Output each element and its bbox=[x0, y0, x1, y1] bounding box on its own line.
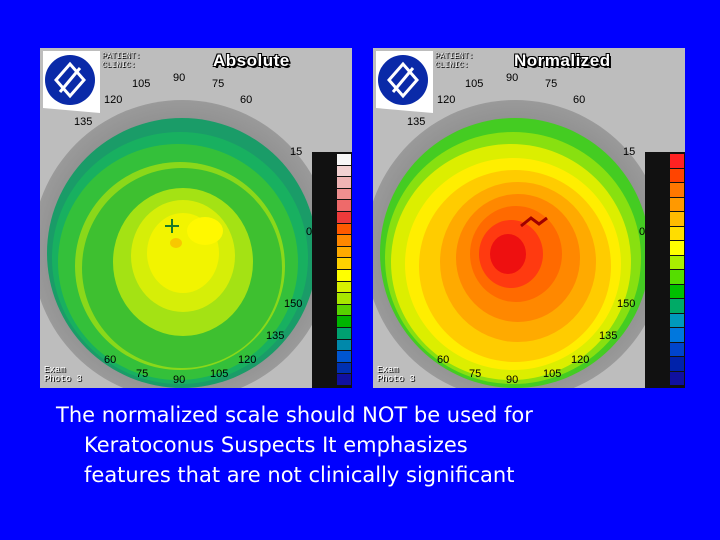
scale-swatch bbox=[337, 304, 351, 316]
scale-swatch bbox=[337, 270, 351, 281]
exam-label: Exam Photo 3 bbox=[44, 365, 82, 384]
degree-label: 75 bbox=[469, 368, 482, 380]
degree-label: 90 bbox=[506, 72, 519, 84]
exam-label: Exam Photo 3 bbox=[377, 365, 415, 384]
degree-label: 90 bbox=[173, 374, 186, 386]
degree-label: 60 bbox=[437, 354, 450, 366]
degree-label: 75 bbox=[545, 78, 558, 90]
degree-label: 60 bbox=[104, 354, 117, 366]
degree-label: 150 bbox=[617, 298, 636, 310]
scale-swatch bbox=[670, 371, 684, 385]
degree-label: 0 bbox=[306, 226, 313, 238]
scale-swatch bbox=[670, 270, 684, 284]
scale-swatch bbox=[670, 313, 684, 327]
degree-label: 75 bbox=[136, 368, 149, 380]
degree-label: 135 bbox=[74, 116, 93, 128]
scale-swatch bbox=[670, 241, 684, 255]
scale-swatch bbox=[337, 281, 351, 293]
scale-swatch bbox=[337, 223, 351, 235]
degree-label: 135 bbox=[266, 330, 285, 342]
degree-label: 150 bbox=[284, 298, 303, 310]
absolute-corneal-map-graphic bbox=[40, 48, 352, 388]
caption-line: Keratoconus Suspects It emphasizes bbox=[84, 433, 468, 457]
degree-label: 0 bbox=[639, 226, 646, 238]
scale-swatch bbox=[337, 328, 351, 339]
scale-swatch bbox=[670, 284, 684, 298]
scale-swatch bbox=[670, 299, 684, 313]
scale-swatch bbox=[337, 293, 351, 304]
degree-label: 60 bbox=[573, 94, 586, 106]
degree-label: 120 bbox=[437, 94, 456, 106]
scale-swatch bbox=[670, 197, 684, 211]
scale-swatch bbox=[337, 246, 351, 258]
degree-label: 90 bbox=[173, 72, 186, 84]
degree-label: 120 bbox=[104, 94, 123, 106]
absolute-title: Absolute bbox=[213, 51, 290, 70]
scale-swatch bbox=[337, 212, 351, 223]
scale-swatch bbox=[670, 212, 684, 226]
color-scale-legend bbox=[312, 152, 352, 388]
degree-label: 105 bbox=[132, 78, 151, 90]
scale-swatch bbox=[337, 339, 351, 351]
scale-swatch bbox=[670, 154, 684, 168]
color-scale-legend bbox=[645, 152, 685, 388]
absolute-topography-map: PATIENT: CLINIC: Absolute 105 90 75 120 … bbox=[40, 48, 352, 388]
degree-label: 135 bbox=[599, 330, 618, 342]
degree-label: 105 bbox=[210, 368, 229, 380]
scale-swatch bbox=[337, 316, 351, 327]
degree-label: 105 bbox=[543, 368, 562, 380]
normalized-corneal-map-graphic bbox=[373, 48, 685, 388]
scale-swatch bbox=[337, 235, 351, 246]
scale-swatch bbox=[337, 188, 351, 200]
scale-swatch bbox=[337, 374, 351, 385]
slide-caption: The normalized scale should NOT be used … bbox=[56, 400, 696, 490]
caption-line: features that are not clinically signifi… bbox=[84, 463, 515, 487]
scale-swatch bbox=[337, 362, 351, 374]
degree-label: 120 bbox=[571, 354, 590, 366]
scale-swatch bbox=[670, 255, 684, 269]
degree-label: 120 bbox=[238, 354, 257, 366]
scale-swatch bbox=[670, 357, 684, 371]
scale-swatch bbox=[337, 200, 351, 211]
degree-label: 15 bbox=[290, 146, 303, 158]
scale-swatch bbox=[670, 183, 684, 197]
normalized-title: Normalized bbox=[514, 51, 611, 70]
degree-label: 60 bbox=[240, 94, 253, 106]
degree-label: 75 bbox=[212, 78, 225, 90]
patient-info: PATIENT: CLINIC: bbox=[435, 52, 474, 70]
scale-swatch bbox=[670, 342, 684, 356]
degree-label: 105 bbox=[465, 78, 484, 90]
scale-swatch bbox=[670, 328, 684, 342]
scale-swatch bbox=[670, 226, 684, 240]
degree-label: 90 bbox=[506, 374, 519, 386]
scale-swatch bbox=[337, 154, 351, 165]
degree-label: 15 bbox=[623, 146, 636, 158]
degree-label: 135 bbox=[407, 116, 426, 128]
scale-swatch bbox=[337, 351, 351, 362]
caption-line: The normalized scale should NOT be used … bbox=[56, 403, 533, 427]
scale-swatch bbox=[670, 168, 684, 182]
patient-info: PATIENT: CLINIC: bbox=[102, 52, 141, 70]
scale-swatch bbox=[337, 258, 351, 269]
scale-swatch bbox=[337, 165, 351, 177]
scale-swatch bbox=[337, 177, 351, 188]
normalized-topography-map: PATIENT: CLINIC: Normalized 105 90 75 12… bbox=[373, 48, 685, 388]
